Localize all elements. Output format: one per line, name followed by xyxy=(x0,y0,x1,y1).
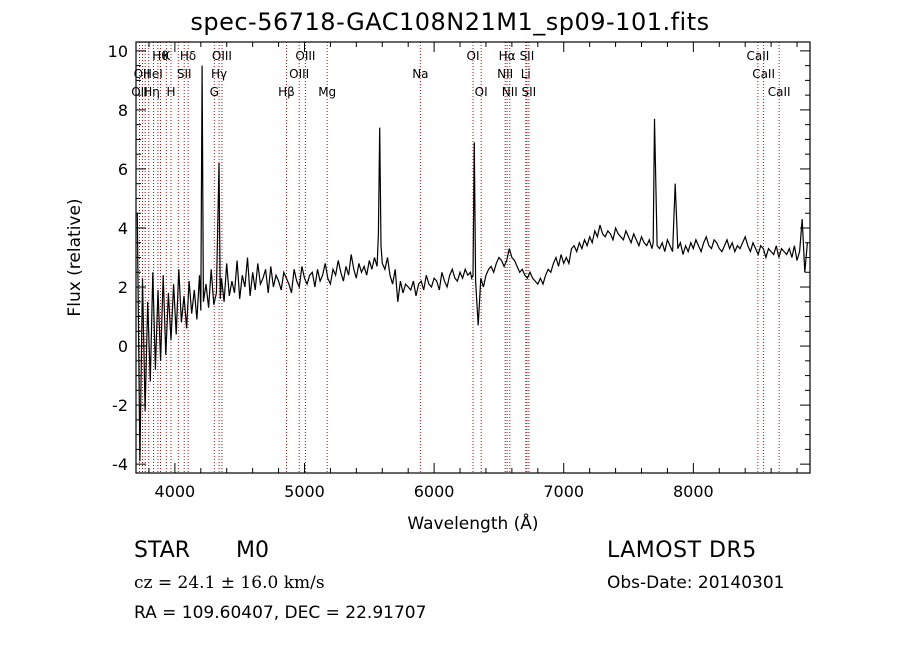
line-label: SII xyxy=(177,67,192,81)
redshift-velocity: cz = 24.1 ± 16.0 km/s xyxy=(134,573,325,593)
line-label: CaII xyxy=(752,67,775,81)
line-label: SII xyxy=(522,85,537,99)
line-label: OII xyxy=(134,67,151,81)
line-label: Hη xyxy=(143,85,160,99)
y-tick-label: 8 xyxy=(118,101,128,120)
x-tick-label: 4000 xyxy=(155,482,196,501)
line-label: Hβ xyxy=(278,85,295,99)
y-tick-label: 2 xyxy=(118,278,128,297)
line-label: CaII xyxy=(768,85,791,99)
line-label: Li xyxy=(521,67,531,81)
line-label: OIII xyxy=(295,49,315,63)
emission-line-labels: OIIHθKHSIIHδGHγOIIIHβOIIIOIIIMgNaOIOINII… xyxy=(131,49,790,99)
x-tick-label: 6000 xyxy=(414,482,455,501)
observation-date: Obs-Date: 20140301 xyxy=(607,573,785,593)
line-label: Hδ xyxy=(180,49,196,63)
y-axis-label: Flux (relative) xyxy=(65,198,85,316)
y-tick-label: -2 xyxy=(112,396,128,415)
line-label: NII xyxy=(502,85,518,99)
ra-dec-coordinates: RA = 109.60407, DEC = 22.91707 xyxy=(134,603,427,623)
line-label: OI xyxy=(467,49,480,63)
x-tick-label: 7000 xyxy=(543,482,584,501)
object-class: STAR xyxy=(134,538,191,563)
line-label: HeI xyxy=(143,67,163,81)
y-tick-label: 10 xyxy=(108,42,128,61)
x-tick-label: 8000 xyxy=(673,482,714,501)
x-axis-label: Wavelength (Å) xyxy=(407,512,538,534)
line-label: NII xyxy=(497,67,513,81)
y-tick-label: 0 xyxy=(118,337,128,356)
spectrum-line xyxy=(136,65,808,462)
line-label: Mg xyxy=(318,85,336,99)
x-axis: 4000 5000 6000 7000 8000 xyxy=(148,42,798,501)
y-tick-label: -4 xyxy=(112,455,128,474)
line-label: SII xyxy=(520,49,535,63)
object-subclass: M0 xyxy=(236,538,269,563)
line-label: OI xyxy=(475,85,488,99)
line-label: CaII xyxy=(746,49,769,63)
survey-name: LAMOST DR5 xyxy=(607,538,757,563)
y-tick-label: 6 xyxy=(118,160,128,179)
line-label: OII xyxy=(131,85,148,99)
line-label: Na xyxy=(412,67,428,81)
x-tick-label: 5000 xyxy=(284,482,325,501)
y-axis: -4 -2 0 2 4 6 8 10 xyxy=(108,42,810,474)
line-label: Hγ xyxy=(211,67,227,81)
line-label: OIII xyxy=(212,49,232,63)
emission-line-markers xyxy=(138,42,780,473)
line-label: OIII xyxy=(289,67,309,81)
line-label: Hθ xyxy=(152,49,168,63)
chart-title: spec-56718-GAC108N21M1_sp09-101.fits xyxy=(190,8,710,36)
y-tick-label: 4 xyxy=(118,219,128,238)
line-label: Hα xyxy=(499,49,516,63)
line-label: G xyxy=(210,85,219,99)
line-label: H xyxy=(166,85,175,99)
line-label: K xyxy=(162,49,171,63)
